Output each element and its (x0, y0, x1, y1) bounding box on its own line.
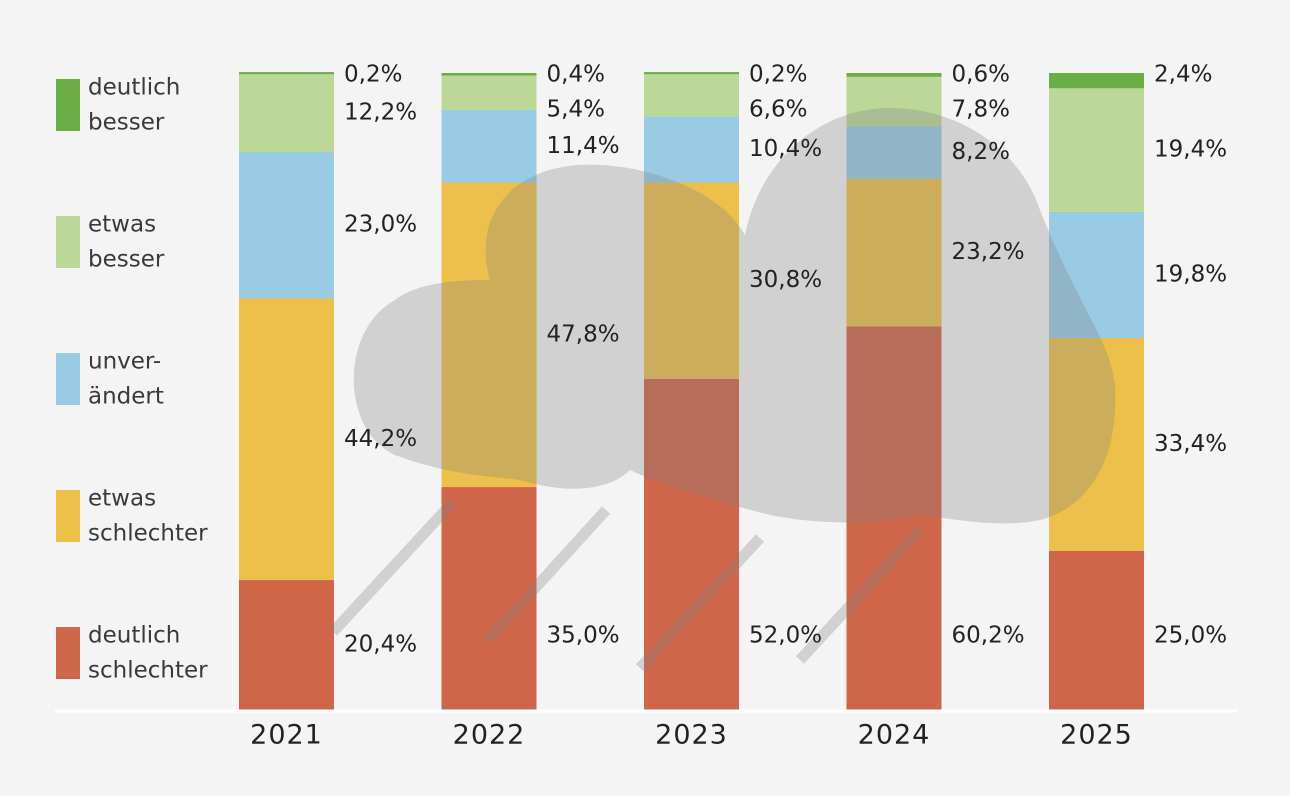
legend-item-deutlich-schlechter: deutlich schlechter (56, 623, 208, 684)
bars (239, 72, 1144, 710)
value-labels: 20,4% 44,2% 23,0% 12,2% 0,2% 35,0% 47,8% 11,4% 5… (344, 62, 1227, 658)
legend-item-deutlich-besser: deutlich besser (56, 75, 180, 136)
bar-2024-deutlich-besser (846, 73, 942, 77)
bar-2021-etwas-besser (239, 74, 334, 152)
value-label-2021-deutlich-schlechter: 20,4% (344, 632, 417, 658)
legend-label: unver-ändert (88, 349, 164, 410)
value-label-2023-unveraendert: 10,4% (749, 136, 822, 162)
value-label-2022-unveraendert: 11,4% (547, 133, 620, 159)
value-label-2021-etwas-schlechter: 44,2% (344, 426, 417, 452)
value-label-2024-etwas-schlechter: 23,2% (952, 239, 1025, 265)
bar-2023-etwas-schlechter (644, 182, 739, 379)
legend-label: deutlich besser (88, 75, 180, 136)
x-tick-label-2025: 2025 (1060, 720, 1133, 751)
legend-label: deutlich schlechter (88, 623, 208, 684)
legend-swatch (56, 627, 80, 679)
legend-item-etwas-schlechter: etwas schlechter (56, 486, 208, 547)
bar-2022-deutlich-besser (441, 73, 537, 76)
value-label-2025-unveraendert: 19,8% (1154, 261, 1227, 287)
value-label-2024-etwas-besser: 7,8% (952, 97, 1010, 123)
value-label-2022-deutlich-besser: 0,4% (547, 62, 605, 88)
x-tick-label-2023: 2023 (655, 720, 728, 751)
value-label-2025-deutlich-besser: 2,4% (1154, 62, 1212, 88)
bar-2025-unveraendert (1049, 211, 1144, 338)
bar-2024-deutlich-schlechter (846, 326, 942, 710)
bar-2022-deutlich-schlechter (441, 487, 537, 710)
value-label-2025-etwas-schlechter: 33,4% (1154, 431, 1227, 457)
value-label-2023-etwas-besser: 6,6% (749, 97, 807, 123)
value-label-2023-deutlich-besser: 0,2% (749, 62, 807, 88)
bar-2025-etwas-besser (1049, 88, 1144, 212)
value-label-2024-deutlich-schlechter: 60,2% (952, 623, 1025, 649)
bar-2022-unveraendert (441, 109, 537, 183)
legend-item-etwas-besser: etwas besser (56, 212, 165, 273)
value-label-2023-etwas-schlechter: 30,8% (749, 267, 822, 293)
legend-swatch (56, 216, 80, 268)
bar-2021-etwas-schlechter (239, 298, 334, 581)
bar-2022-etwas-besser (441, 75, 537, 110)
bar-2023-etwas-besser (644, 74, 739, 117)
value-label-2022-deutlich-schlechter: 35,0% (547, 623, 620, 649)
value-label-2021-etwas-besser: 12,2% (344, 100, 417, 126)
bar-2023-unveraendert (644, 116, 739, 183)
value-label-2024-unveraendert: 8,2% (952, 139, 1010, 165)
value-label-2022-etwas-besser: 5,4% (547, 97, 605, 123)
bar-2024-etwas-besser (846, 76, 942, 127)
bar-2023-deutlich-schlechter (644, 378, 739, 710)
bar-2024-etwas-schlechter (846, 178, 942, 327)
value-label-2021-unveraendert: 23,0% (344, 212, 417, 238)
legend-label: etwas schlechter (88, 486, 208, 547)
value-label-2021-deutlich-besser: 0,2% (344, 62, 402, 88)
legend: deutlich besser etwas besser unver-ändert etw… (56, 75, 208, 684)
bar-2021-deutlich-besser (239, 72, 334, 75)
legend-label: etwas besser (88, 212, 165, 273)
bar-2021-unveraendert (239, 151, 334, 299)
bar-2021-deutlich-schlechter (239, 580, 334, 710)
bar-2025-etwas-schlechter (1049, 337, 1144, 551)
x-axis-ticks: 2021 2022 2023 2024 2025 (250, 720, 1133, 751)
x-tick-label-2022: 2022 (453, 720, 526, 751)
value-label-2023-deutlich-schlechter: 52,0% (749, 623, 822, 649)
x-tick-label-2021: 2021 (250, 720, 323, 751)
bar-2024-unveraendert (846, 126, 942, 179)
x-tick-label-2024: 2024 (858, 720, 931, 751)
value-label-2025-deutlich-schlechter: 25,0% (1154, 623, 1227, 649)
bar-2023-deutlich-besser (644, 72, 739, 75)
legend-swatch (56, 79, 80, 131)
legend-swatch (56, 490, 80, 542)
value-label-2022-etwas-schlechter: 47,8% (547, 321, 620, 347)
bar-2025-deutlich-schlechter (1049, 550, 1144, 710)
legend-item-unveraendert: unver-ändert (56, 349, 164, 410)
bar-2025-deutlich-besser (1049, 73, 1144, 89)
legend-swatch (56, 353, 80, 405)
value-label-2025-etwas-besser: 19,4% (1154, 137, 1227, 163)
bar-2022-etwas-schlechter (441, 182, 537, 488)
value-label-2024-deutlich-besser: 0,6% (952, 62, 1010, 88)
